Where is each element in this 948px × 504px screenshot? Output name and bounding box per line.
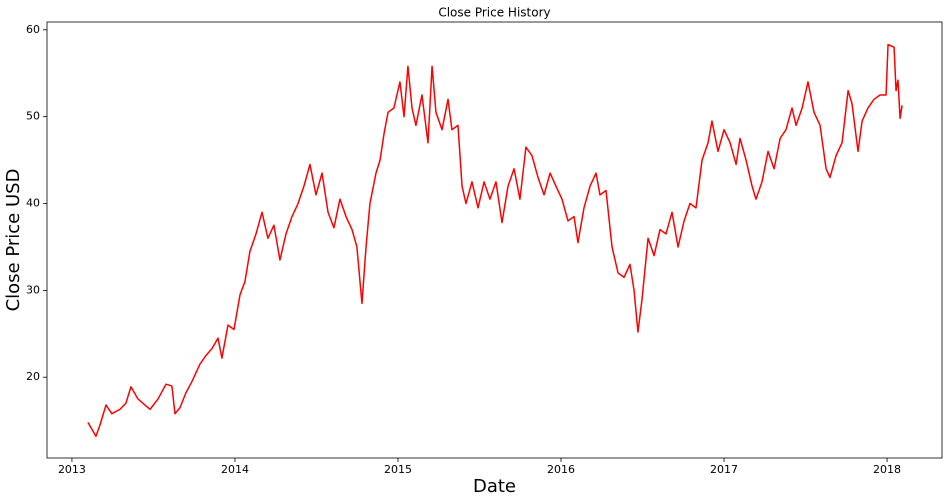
y-tick-label: 40	[26, 197, 40, 210]
x-tick-label: 2015	[384, 463, 412, 476]
y-tick-label: 30	[26, 283, 40, 296]
x-tick-label: 2018	[873, 463, 901, 476]
price-line	[87, 43, 903, 438]
y-tick-label: 20	[26, 370, 40, 383]
axes-frame	[46, 21, 943, 459]
x-tick-label: 2016	[547, 463, 575, 476]
y-axis-label: Close Price USD	[3, 169, 24, 312]
x-tick-label: 2017	[710, 463, 738, 476]
y-tick-label: 60	[26, 23, 40, 36]
x-axis-label: Date	[473, 476, 516, 497]
plot-area	[87, 43, 903, 438]
y-tick-label: 50	[26, 110, 40, 123]
x-tick-label: 2014	[221, 463, 249, 476]
chart-title: Close Price History	[438, 6, 550, 20]
x-tick-label: 2013	[58, 463, 86, 476]
